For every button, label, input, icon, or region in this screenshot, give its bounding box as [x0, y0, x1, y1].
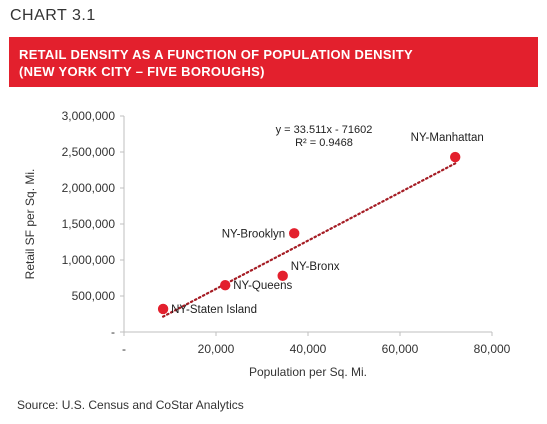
y-tick-label: 1,000,000 [62, 253, 116, 267]
x-tick-label: 40,000 [290, 342, 327, 356]
y-tick-label: 2,500,000 [62, 145, 116, 159]
points-layer [157, 151, 461, 315]
x-axis-title: Population per Sq. Mi. [249, 365, 367, 379]
x-tick-label: 60,000 [382, 342, 419, 356]
data-point [220, 280, 231, 291]
data-point-label: NY-Manhattan [411, 132, 484, 144]
data-point-label: NY-Brooklyn [222, 228, 286, 240]
y-axis-title: Retail SF per Sq. Mi. [23, 169, 37, 280]
data-point [157, 303, 169, 315]
y-tick-label: 1,500,000 [62, 217, 116, 231]
data-point [289, 228, 300, 239]
x-tick-label: - [122, 342, 126, 356]
chart-title-line-2: (NEW YORK CITY – FIVE BOROUGHS) [19, 64, 265, 79]
data-point-label: NY-Queens [233, 280, 292, 292]
data-point [277, 270, 288, 282]
y-tick-label: 2,000,000 [62, 181, 116, 195]
source-note: Source: U.S. Census and CoStar Analytics [17, 398, 244, 412]
trendline-r-squared: R² = 0.9468 [295, 137, 353, 149]
labels-layer: NY-Manhattan NY-Brooklyn NY-Bronx NY-Queens… [171, 132, 484, 316]
axes: - 500,000 1,000,000 1,500,000 2,000,000 2,500… [62, 109, 511, 356]
x-tick-label: 20,000 [198, 342, 235, 356]
scatter-plot: - 500,000 1,000,000 1,500,000 2,000,000 2,500… [23, 109, 511, 379]
trendline-layer [162, 162, 457, 318]
y-tick-label: - [111, 325, 115, 339]
y-tick-label: 3,000,000 [62, 109, 116, 123]
chart-title-line-1: RETAIL DENSITY AS A FUNCTION OF POPULATI… [19, 47, 413, 62]
data-point [450, 151, 461, 163]
y-tick-label: 500,000 [72, 289, 116, 303]
data-point-label: NY-Staten Island [171, 304, 257, 316]
trendline-equation: y = 33.511x - 71602 [276, 124, 373, 136]
chart-number: CHART 3.1 [10, 7, 96, 24]
data-point-label: NY-Bronx [291, 261, 340, 273]
chart-title-band: RETAIL DENSITY AS A FUNCTION OF POPULATI… [9, 37, 538, 87]
x-tick-label: 80,000 [474, 342, 511, 356]
trendline [162, 162, 457, 318]
